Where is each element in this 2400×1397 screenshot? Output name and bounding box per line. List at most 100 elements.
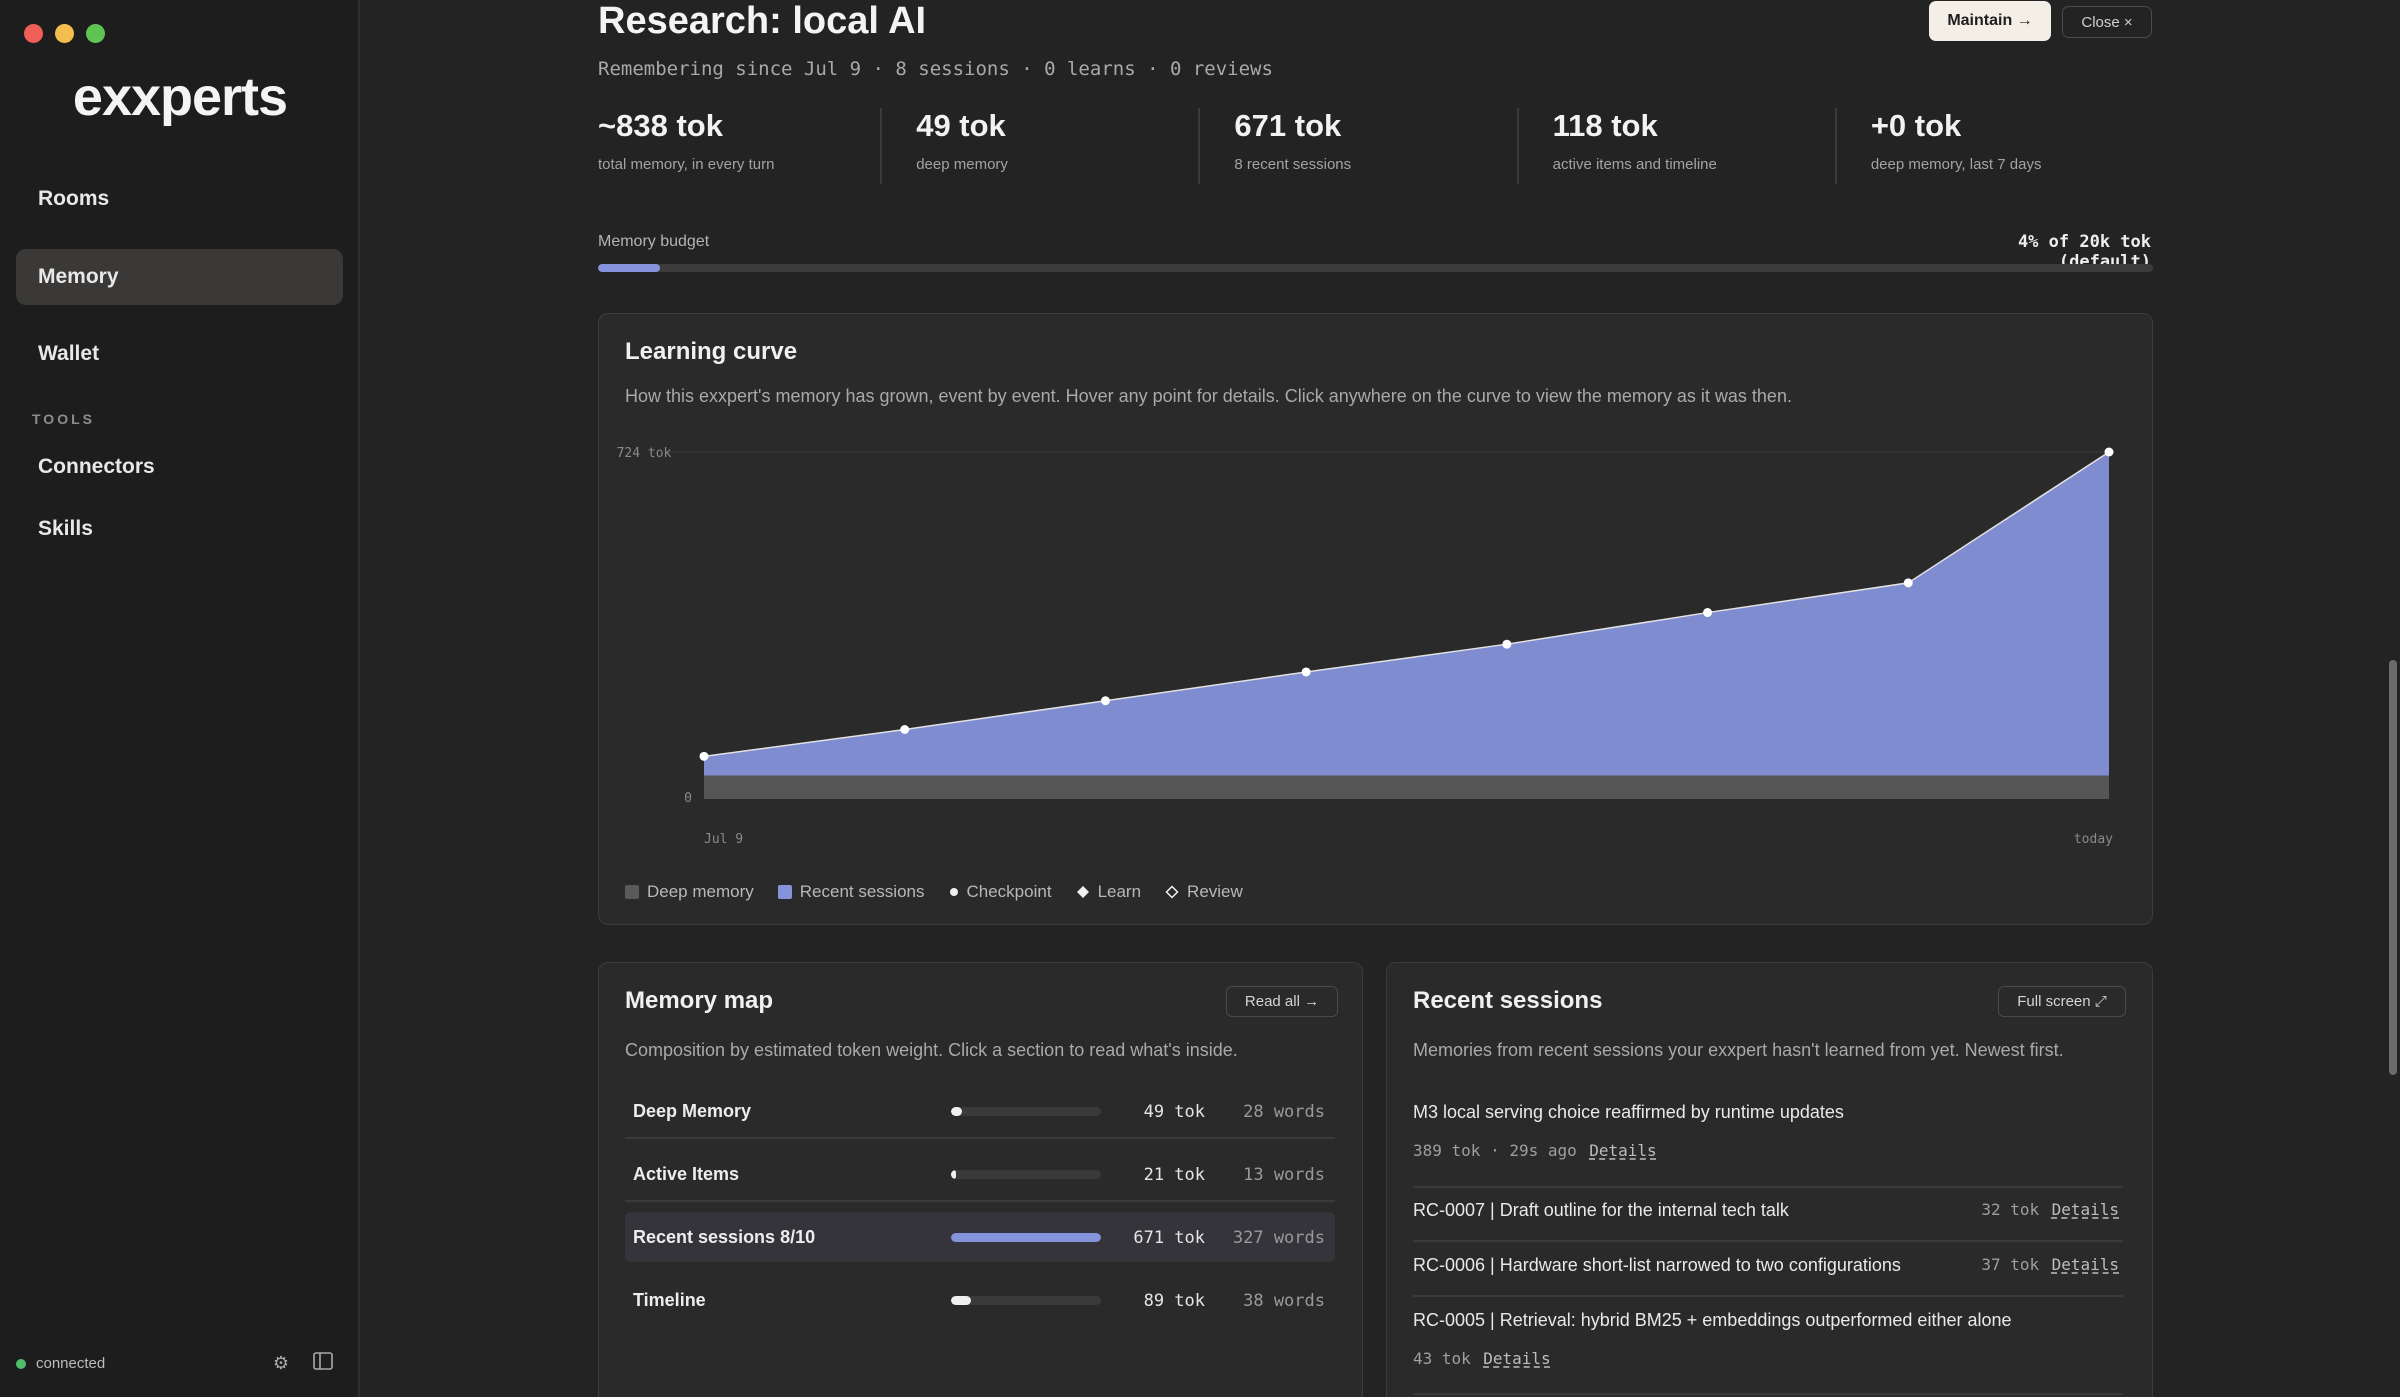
review-diamond-outline-icon [1165,885,1179,899]
stat-label: deep memory [916,156,1008,173]
stat-label: 8 recent sessions [1234,156,1352,173]
page-title: Research: local AI [598,0,927,42]
legend-label: Learn [1097,882,1142,901]
stat-value: ~838 tok [598,108,723,143]
memory-budget-label: Memory budget [598,233,710,250]
full-screen-button[interactable]: Full screen ⤢ [1998,986,2126,1017]
x-start-tick-label: Jul 9 [704,832,743,847]
session-item[interactable]: RC-0005 | Retrieval: hybrid BM25 + embed… [1413,1310,2123,1369]
sidebar-item-memory[interactable]: Memory [16,249,343,305]
token-count: 671 tok [1133,1228,1205,1248]
recent-sessions-title: Recent sessions [1413,987,1603,1014]
details-link[interactable]: Details [2051,1255,2119,1274]
stat-total-memory: ~838 tok total memory, in every turn [598,108,880,184]
token-count: 89 tok [1143,1291,1205,1311]
stat-label: deep memory, last 7 days [1870,156,2042,173]
weight-bar [951,1170,1101,1179]
app-logo: exxperts [72,67,288,127]
sidebar-item-label: Skills [38,517,93,540]
divider [625,1137,1335,1139]
legend-label: Checkpoint [966,882,1052,901]
checkpoint-point [2104,447,2114,457]
stat-deep-memory-week: +0 tok deep memory, last 7 days [1834,108,2153,184]
deep-memory-area [704,775,2109,799]
legend-learn: Learn [1076,882,1141,902]
weight-bar-fill [951,1107,962,1116]
sidebar-item-label: Rooms [38,187,110,210]
session-title: RC-0006 | Hardware short-list narrowed t… [1413,1255,1901,1275]
sidebar-item-connectors[interactable]: Connectors [16,439,343,495]
window-minimize-button[interactable] [55,24,74,43]
legend-label: Recent sessions [799,882,925,901]
sidebar: exxperts Rooms Memory Wallet TOOLS Conne… [0,0,360,1397]
window-zoom-button[interactable] [86,24,105,43]
stats-row: ~838 tok total memory, in every turn 49 … [598,108,2153,184]
session-meta: 43 tok [1413,1349,1471,1368]
sidebar-item-rooms[interactable]: Rooms [16,171,343,227]
y-max-tick-label: 724 tok [617,446,672,461]
maintain-button[interactable]: Maintain → [1929,1,2051,41]
session-item[interactable]: RC-0006 | Hardware short-list narrowed t… [1413,1255,2123,1276]
divider [1413,1295,2123,1297]
sidebar-toggle-icon[interactable] [312,1352,334,1374]
section-name: Recent sessions 8/10 [633,1227,816,1247]
stat-value: 671 tok [1234,108,1342,143]
section-name: Active Items [633,1164,740,1184]
scrollbar-thumb[interactable] [2389,660,2397,1075]
connection-status-text: connected [36,1355,106,1372]
memory-map-row-timeline[interactable]: Timeline 89 tok 38 words [625,1275,1335,1325]
tools-section-label: TOOLS [32,411,95,427]
main-content: Research: local AI Remembering since Jul… [362,0,2400,1397]
weight-bar-fill [951,1170,956,1179]
session-item[interactable]: M3 local serving choice reaffirmed by ru… [1413,1102,2123,1161]
checkpoint-point [1703,608,1713,618]
recent-sessions-card: Recent sessions Full screen ⤢ Memories f… [1386,962,2153,1397]
divider [625,1200,1335,1202]
page-subtitle: Remembering since Jul 9 · 8 sessions · 0… [598,58,1273,80]
read-all-button[interactable]: Read all → [1226,986,1338,1017]
section-name: Deep Memory [633,1101,752,1121]
x-end-tick-label: today [2074,832,2113,847]
details-link[interactable]: Details [1483,1349,1551,1368]
curve-layer [699,447,2114,799]
section-name: Timeline [633,1290,706,1310]
stat-label: total memory, in every turn [598,156,775,173]
memory-map-description: Composition by estimated token weight. C… [625,1040,1238,1060]
legend-checkpoint: Checkpoint [949,882,1052,902]
legend-swatch [777,885,792,899]
session-item[interactable]: RC-0007 | Draft outline for the internal… [1413,1200,2123,1221]
session-title: RC-0005 | Retrieval: hybrid BM25 + embed… [1413,1310,2012,1330]
sidebar-item-skills[interactable]: Skills [16,501,343,557]
memory-map-row-recent-sessions[interactable]: Recent sessions 8/10 671 tok 327 words [625,1212,1335,1262]
weight-bar [951,1107,1101,1116]
memory-map-row-deep-memory[interactable]: Deep Memory 49 tok 28 words [625,1086,1335,1136]
session-title: RC-0007 | Draft outline for the internal… [1413,1200,1789,1220]
gear-icon[interactable]: ⚙ [272,1353,290,1373]
token-count: 49 tok [1143,1102,1205,1122]
weight-bar [951,1233,1101,1242]
legend-recent-sessions: Recent sessions [777,882,925,902]
recent-sessions-area [704,452,2109,776]
learning-curve-chart[interactable]: 724 tok 0 Jul 9 today [599,314,2153,925]
token-count: 21 tok [1143,1165,1205,1185]
window-close-button[interactable] [24,24,43,43]
close-button[interactable]: Close × [2062,6,2152,38]
checkpoint-point [900,725,910,735]
session-meta: 37 tok [1981,1255,2040,1274]
legend-deep-memory: Deep memory [625,882,754,902]
checkpoint-point [1100,696,1110,706]
legend-label: Review [1187,882,1243,901]
checkpoint-point [1301,667,1311,677]
checkpoint-point [699,751,709,761]
legend-review: Review [1165,882,1243,902]
details-link[interactable]: Details [2051,1200,2119,1219]
memory-budget-fill [598,264,661,272]
recent-sessions-line [703,451,2110,758]
weight-bar-fill [951,1296,971,1305]
details-link[interactable]: Details [1589,1141,1657,1160]
sidebar-item-wallet[interactable]: Wallet [16,326,343,382]
word-count: 28 words [1243,1102,1325,1122]
learning-curve-card: Learning curve How this exxpert's memory… [598,313,2153,925]
session-title: M3 local serving choice reaffirmed by ru… [1413,1102,1844,1122]
memory-map-row-active-items[interactable]: Active Items 21 tok 13 words [625,1149,1335,1199]
